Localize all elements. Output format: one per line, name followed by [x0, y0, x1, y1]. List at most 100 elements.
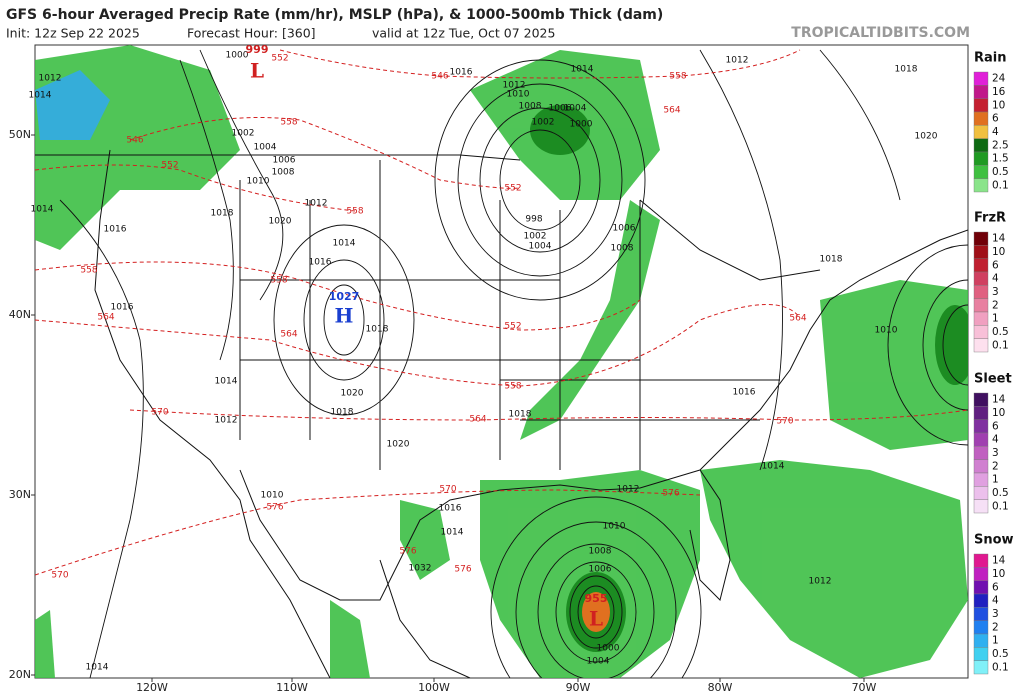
legend-swatch	[973, 245, 989, 259]
snow-area	[35, 70, 110, 140]
isobar-label: 1010	[507, 90, 530, 100]
legend-swatch	[973, 392, 989, 407]
forecast-hour: Forecast Hour: [360]	[187, 26, 316, 41]
isobar-label: 1020	[341, 389, 364, 399]
isobar-label: 1014	[215, 377, 238, 387]
source: TROPICALTIDBITS.COM	[791, 25, 970, 41]
legend-level: 6	[992, 113, 999, 125]
init-time: Init: 12z Sep 22 2025	[6, 26, 140, 41]
isobar-label: 1012	[503, 81, 526, 91]
isobar-label: 1016	[111, 303, 134, 313]
isobar-label: 1008	[611, 244, 634, 254]
thickness-label: 564	[789, 314, 806, 324]
thickness-label: 570	[151, 408, 168, 418]
isobar-label: 1018	[211, 209, 234, 219]
legend-level: 3	[992, 608, 999, 620]
legend-title: Sleet	[974, 372, 1012, 387]
legend-swatch	[973, 432, 989, 447]
legend-swatch	[973, 85, 989, 99]
legend-swatch	[973, 406, 989, 420]
legend-swatch	[973, 459, 989, 474]
legend-level: 10	[992, 99, 1005, 111]
thickness-label: 576	[266, 503, 283, 513]
valid-time: valid at 12z Tue, Oct 07 2025	[372, 26, 555, 41]
isobar-label: 1012	[809, 577, 832, 587]
center-pressure: 955	[585, 592, 608, 605]
legend: Rain241610642.51.50.50.1FrzR1410643210.5…	[973, 51, 1014, 675]
legend-swatch	[973, 567, 989, 581]
legend-level: 0.1	[992, 661, 1009, 673]
legend-swatch	[973, 620, 989, 635]
isobar-label: 1004	[564, 104, 587, 114]
isobar-label: 1014	[441, 528, 464, 538]
isobar-label: 1002	[232, 129, 255, 139]
thickness-label: 558	[280, 118, 297, 128]
legend-swatch	[973, 111, 989, 126]
legend-swatch	[973, 553, 989, 568]
longitude-label: 90W	[566, 681, 591, 694]
legend-level: 4	[992, 273, 999, 285]
thickness-label: 576	[399, 547, 416, 557]
legend-swatch	[973, 285, 989, 299]
isobar-labels: 1012101410001002100410061008101010121014…	[29, 51, 938, 673]
legend-level: 3	[992, 286, 999, 298]
isobar-label: 1016	[450, 68, 473, 78]
isobar-label: 1016	[733, 388, 756, 398]
isobar-label: 1006	[549, 104, 572, 114]
legend-level: 0.5	[992, 166, 1009, 178]
center-symbol: L	[250, 59, 264, 83]
legend-swatch	[973, 138, 989, 153]
legend-level: 6	[992, 259, 999, 271]
isobar-label: 1008	[519, 102, 542, 112]
thickness-lines	[35, 49, 968, 576]
legend-level: 2	[992, 621, 999, 633]
latitude-label: 50N	[9, 128, 31, 141]
isobar-label: 1016	[104, 225, 127, 235]
thickness-label: 558	[80, 266, 97, 276]
legend-swatch	[973, 593, 989, 608]
legend-level: 2	[992, 460, 999, 472]
isobar-label: 1018	[509, 410, 532, 420]
thickness-label: 570	[776, 417, 793, 427]
legend-level: 2	[992, 299, 999, 311]
legend-swatch	[973, 499, 989, 514]
thickness-label: 558	[270, 276, 287, 286]
isobar-label: 1002	[532, 118, 555, 128]
legend-swatch	[973, 325, 989, 339]
legend-swatch	[973, 311, 989, 326]
longitude-label: 120W	[136, 681, 168, 694]
isobar-label: 1002	[524, 232, 547, 242]
legend-swatch	[973, 258, 989, 273]
legend-swatch	[973, 580, 989, 595]
legend-swatch	[973, 647, 989, 661]
legend-level: 4	[992, 126, 999, 138]
isobars	[59, 49, 968, 678]
legend-level: 2.5	[992, 139, 1009, 151]
thickness-label: 564	[97, 313, 114, 323]
legend-swatch	[973, 607, 989, 621]
isobar-label: 1010	[603, 522, 626, 532]
longitude-label: 100W	[418, 681, 450, 694]
thickness-label: 552	[271, 54, 288, 64]
thickness-label: 564	[663, 106, 680, 116]
legend-level: 3	[992, 447, 999, 459]
title: GFS 6-hour Averaged Precip Rate (mm/hr),…	[6, 7, 663, 23]
isobar-label: 1020	[269, 217, 292, 227]
center-pressure: 999	[246, 43, 269, 56]
legend-level: 0.5	[992, 648, 1009, 660]
isobar-label: 1004	[587, 657, 610, 667]
legend-swatch	[973, 271, 989, 286]
thickness-label: 552	[504, 322, 521, 332]
center-symbol: L	[589, 607, 603, 631]
legend-swatch	[973, 125, 989, 139]
legend-level: 10	[992, 246, 1005, 258]
legend-level: 4	[992, 595, 999, 607]
legend-level: 4	[992, 434, 999, 446]
intense-core	[582, 592, 610, 632]
isobar-label: 1000	[597, 644, 620, 654]
thickness-label: 570	[439, 485, 456, 495]
isobar-label: 1012	[305, 199, 328, 209]
center-pressure: 1027	[329, 290, 360, 303]
isobar-label: 1000	[226, 51, 249, 61]
